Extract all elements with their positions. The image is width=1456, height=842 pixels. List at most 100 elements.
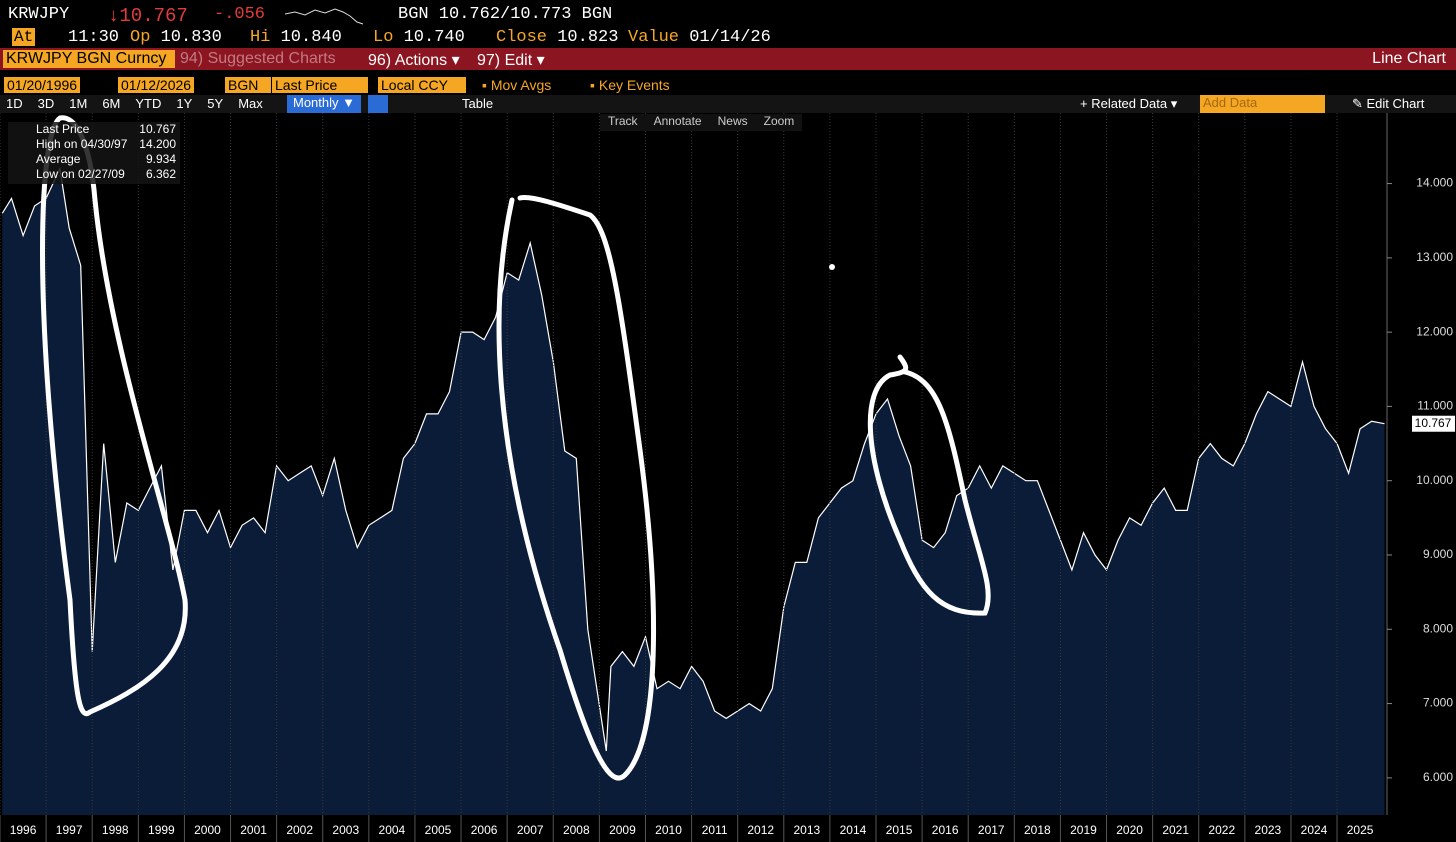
x-tick-label: 2003 — [332, 823, 359, 837]
x-tick-label: 2005 — [425, 823, 452, 837]
y-tick-label: 10.000 — [1416, 473, 1453, 487]
edit-chart[interactable]: ✎ Edit Chart — [1352, 96, 1425, 111]
controls: 01/20/1996 01/12/2026 BGN Last Price Loc… — [0, 76, 1456, 95]
currency[interactable]: Local CCY — [378, 77, 466, 93]
ohlc: Close 10.823 — [496, 28, 618, 47]
area — [2, 168, 1385, 815]
table-button[interactable]: Table — [462, 96, 494, 111]
x-tick-label: 2023 — [1255, 823, 1282, 837]
chart-tool[interactable]: Annotate — [653, 114, 702, 128]
source[interactable]: BGN — [225, 77, 271, 93]
period-button[interactable]: Max — [238, 96, 263, 111]
legend-label: Last Price — [36, 122, 90, 136]
period-button[interactable]: 1Y — [176, 96, 193, 111]
x-tick-label: 1997 — [56, 823, 83, 837]
field-label: Close — [496, 28, 548, 47]
x-tick-label: 2014 — [840, 823, 867, 837]
ticker: KRWJPY — [8, 5, 70, 24]
menu-item[interactable]: 94) Suggested Charts — [180, 50, 336, 67]
x-tick-label: 1999 — [148, 823, 175, 837]
legend-row: Low on 02/27/09 6.362 — [8, 167, 180, 182]
x-tick-label: 2025 — [1347, 823, 1374, 837]
period-button[interactable]: 5Y — [207, 96, 224, 111]
related-data[interactable]: + Related Data ▾ — [1080, 96, 1178, 111]
end-date[interactable]: 01/12/2026 — [118, 77, 195, 93]
chart-type[interactable]: Line Chart — [1372, 50, 1446, 67]
option[interactable]: ▪ Mov Avgs — [482, 77, 552, 93]
period-button[interactable]: 3D — [37, 96, 55, 111]
x-tick-label: 2002 — [286, 823, 313, 837]
legend-label: High on 04/30/97 — [36, 137, 128, 151]
period-button[interactable]: 6M — [102, 96, 121, 111]
legend-label: Low on 02/27/09 — [36, 167, 125, 181]
last-value-label: 10.767 — [1415, 416, 1452, 430]
security[interactable]: KRWJPY BGN Curncy — [3, 50, 175, 68]
x-tick-label: 2000 — [194, 823, 221, 837]
x-tick-label: 2006 — [471, 823, 498, 837]
hand-annotations — [40, 115, 991, 781]
x-tick-label: 2016 — [932, 823, 959, 837]
chart-tools: Track Annotate News Zoom — [600, 114, 803, 131]
x-tick-label: 2020 — [1116, 823, 1143, 837]
field-value: 10.830 — [160, 28, 222, 47]
y-tick-label: 9.000 — [1423, 547, 1453, 561]
time: 11:30 — [68, 28, 120, 47]
field-value: 10.740 — [403, 28, 465, 47]
x-tick-label: 2011 — [702, 823, 728, 837]
x-tick-label: 2010 — [655, 823, 682, 837]
x-tick-label: 2004 — [379, 823, 406, 837]
period-button[interactable]: YTD — [135, 96, 162, 111]
frequency[interactable]: Monthly ▼ — [287, 95, 361, 113]
period-button[interactable]: 1D — [6, 96, 23, 111]
x-tick-label: 2017 — [978, 823, 1005, 837]
y-tick-label: 14.000 — [1416, 176, 1453, 190]
annotation-circle — [40, 115, 188, 716]
chart-tool[interactable]: Zoom — [763, 114, 795, 128]
legend-value: 14.200 — [139, 137, 176, 151]
period-button[interactable]: 1M — [69, 96, 88, 111]
field-value: 01/14/26 — [689, 28, 771, 47]
edit-chart-label: Edit Chart — [1366, 96, 1425, 111]
menu-item[interactable]: 96) Actions ▾ — [368, 52, 460, 69]
chart-tool[interactable]: News — [717, 114, 748, 128]
x-tick-label: 2012 — [747, 823, 774, 837]
field-label: Value — [628, 28, 680, 47]
ohlc: Value 01/14/26 — [628, 28, 771, 47]
annotation-circle — [496, 194, 657, 781]
ohlc: Lo 10.740 — [373, 28, 465, 47]
add-data[interactable]: Add Data — [1200, 95, 1325, 113]
field-label: Hi — [250, 28, 271, 47]
field[interactable]: Last Price — [272, 77, 368, 93]
start-date[interactable]: 01/20/1996 — [4, 77, 81, 93]
field-value: 10.840 — [280, 28, 342, 47]
x-axis-band — [0, 815, 1456, 842]
last-value-tag — [1412, 415, 1455, 432]
legend-row: Last Price 10.767 — [8, 122, 180, 137]
x-tick-label: 2013 — [793, 823, 820, 837]
x-tick-label: 1996 — [10, 823, 37, 837]
time-label: At — [12, 28, 36, 46]
legend-row: High on 04/30/97 14.200 — [8, 137, 180, 152]
legend-row: Average 9.934 — [8, 152, 180, 167]
option[interactable]: ▪ Key Events — [590, 77, 670, 93]
x-tick-label: 1998 — [102, 823, 129, 837]
field-label: Lo — [373, 28, 394, 47]
ohlc: Op 10.830 — [130, 28, 222, 47]
field-value: 10.823 — [557, 28, 619, 47]
legend-value: 10.767 — [139, 122, 176, 136]
bid-ask: BGN 10.762/10.773 BGN — [398, 5, 613, 24]
plot: 1996 1997 1998 1999 2000 2001 2002 2003 2004 2005… — [0, 113, 1456, 842]
x-tick-label: 2018 — [1024, 823, 1051, 837]
legend-value: 9.934 — [145, 152, 176, 166]
option-label: Mov Avgs — [490, 77, 552, 93]
x-tick-label: 2024 — [1301, 823, 1328, 837]
menu-bar: KRWJPY BGN Curncy 94) Suggested Charts 9… — [0, 48, 1456, 70]
y-tick-label: 8.000 — [1423, 621, 1453, 635]
x-tick-label: 2019 — [1070, 823, 1097, 837]
chart-style[interactable] — [368, 95, 388, 113]
menu-item[interactable]: 97) Edit ▾ — [477, 52, 545, 69]
toolbar: 1D 3D 1M 6M YTD 1Y 5Y Max Monthly ▼ Table + Rel… — [0, 95, 1456, 113]
chart-tool[interactable]: Track — [608, 114, 638, 128]
